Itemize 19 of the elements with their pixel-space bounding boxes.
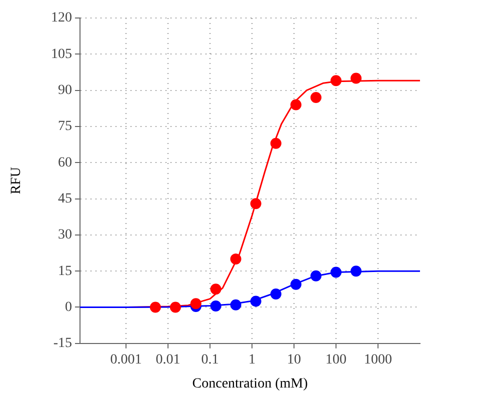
y-tick-label: 90 <box>58 82 72 98</box>
y-tick-label: 45 <box>58 191 72 206</box>
y-tick-label: -15 <box>53 336 72 352</box>
x-tick-label: 1 <box>248 352 256 368</box>
y-tick-label: 0 <box>65 300 72 315</box>
y-tick-label: 120 <box>51 10 72 26</box>
y-axis-title: RFU <box>9 167 24 194</box>
x-tick-label: 1000 <box>364 352 392 368</box>
x-tick-label: 0.001 <box>110 352 142 368</box>
x-tick-label: 100 <box>326 352 347 368</box>
y-tick-label: 30 <box>58 228 72 243</box>
y-tick-label: 105 <box>51 46 72 62</box>
y-tick-label: 60 <box>58 155 72 170</box>
y-tick-label: 15 <box>58 264 72 279</box>
x-tick-label: 0.1 <box>201 352 219 368</box>
x-axis-title: Concentration (mM) <box>192 376 308 392</box>
y-tick-label: 75 <box>58 119 72 134</box>
x-tick-label: 0.01 <box>156 352 180 368</box>
x-tick-label: 10 <box>287 352 302 368</box>
